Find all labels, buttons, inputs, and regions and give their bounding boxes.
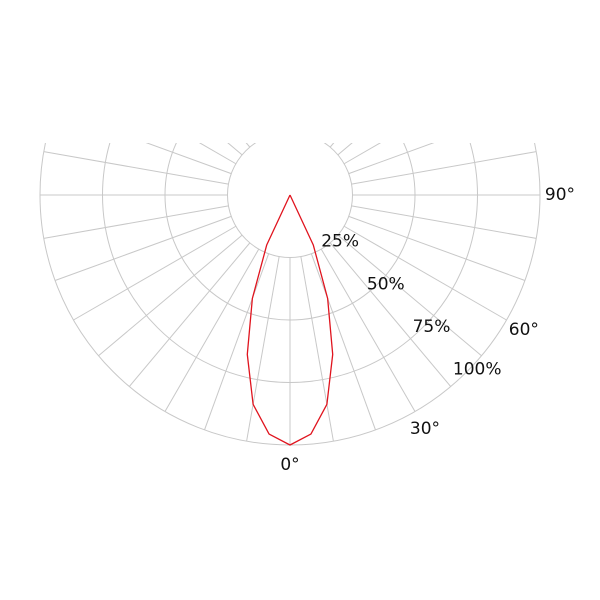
radial-line (198, 143, 237, 165)
radial-line (351, 151, 537, 185)
radial-line (329, 242, 452, 387)
radial-line (247, 0, 280, 133)
radial-line (43, 151, 229, 185)
radial-line (300, 256, 334, 442)
radial-line (54, 215, 232, 281)
theta-tick-label: 60° (509, 320, 539, 340)
radial-line (301, 0, 334, 133)
radial-line (337, 143, 353, 156)
r-tick-label: 75% (413, 317, 451, 337)
r-tick-label: 25% (321, 232, 359, 252)
grid (39, 0, 541, 446)
radial-line (320, 248, 416, 412)
r-tick-label: 50% (367, 274, 405, 294)
radial-line (343, 143, 382, 165)
radial-line (351, 205, 537, 239)
radial-line (73, 225, 237, 321)
radial-line (245, 143, 251, 148)
radial-line (311, 0, 375, 136)
radial-line (348, 215, 526, 281)
radial-line (165, 0, 259, 141)
radial-line (98, 234, 243, 357)
radial-line (310, 253, 376, 431)
radial-line (145, 143, 232, 175)
theta-tick-label: 90° (545, 185, 575, 205)
radial-line (348, 143, 435, 175)
radial-line (337, 234, 482, 357)
radial-line (227, 143, 243, 156)
radial-line (329, 143, 335, 148)
radial-line (43, 205, 229, 239)
radial-line (321, 0, 415, 141)
intensity-curve (246, 194, 334, 446)
theta-tick-label: 30° (410, 419, 440, 439)
theta-tick-label: 0° (280, 455, 299, 475)
radial-line (204, 0, 268, 136)
radial-line (204, 253, 270, 431)
radial-line (128, 242, 251, 387)
radial-line (246, 256, 280, 442)
radial-line (164, 248, 260, 412)
radial-line (343, 225, 507, 321)
r-tick-label: 100% (453, 360, 502, 380)
